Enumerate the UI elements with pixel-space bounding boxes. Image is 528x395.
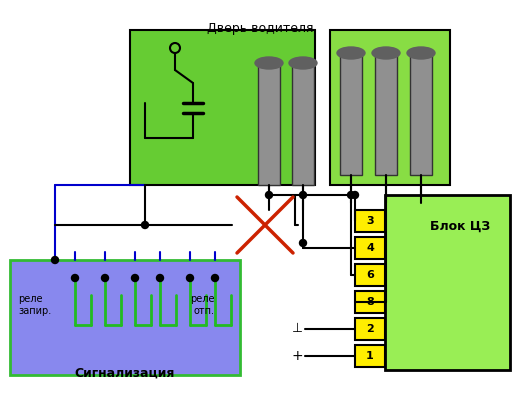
Bar <box>355 237 385 259</box>
Text: ⊥: ⊥ <box>291 322 303 335</box>
Ellipse shape <box>255 57 283 69</box>
Circle shape <box>299 239 306 246</box>
Circle shape <box>101 275 108 282</box>
Text: 6: 6 <box>366 270 374 280</box>
Circle shape <box>266 192 272 199</box>
Bar <box>385 195 510 370</box>
Ellipse shape <box>407 47 435 59</box>
Circle shape <box>156 275 164 282</box>
Bar <box>10 260 240 375</box>
Bar <box>330 30 450 185</box>
Bar <box>355 291 385 313</box>
Circle shape <box>352 192 359 199</box>
Bar <box>130 30 315 185</box>
Bar <box>340 55 362 175</box>
Text: реле
запир.: реле запир. <box>18 294 51 316</box>
Bar <box>355 264 385 286</box>
Bar <box>292 65 314 185</box>
Text: 8: 8 <box>366 297 374 307</box>
Circle shape <box>142 222 148 228</box>
Text: 2: 2 <box>366 324 374 334</box>
Circle shape <box>52 256 59 263</box>
Text: 3: 3 <box>366 216 374 226</box>
Ellipse shape <box>337 47 365 59</box>
Bar <box>355 210 385 232</box>
Text: +: + <box>291 349 303 363</box>
Bar <box>355 345 385 367</box>
Bar <box>258 65 280 185</box>
Circle shape <box>71 275 79 282</box>
Text: 1: 1 <box>366 351 374 361</box>
Text: Сигнализация: Сигнализация <box>75 367 175 380</box>
Circle shape <box>299 192 306 199</box>
Circle shape <box>212 275 219 282</box>
Bar <box>410 55 432 175</box>
Text: Блок ЦЗ: Блок ЦЗ <box>430 220 491 233</box>
Text: Дверь водителя: Дверь водителя <box>207 22 313 35</box>
Circle shape <box>347 192 354 199</box>
Ellipse shape <box>372 47 400 59</box>
Bar <box>375 55 397 175</box>
Circle shape <box>186 275 193 282</box>
Text: 4: 4 <box>366 243 374 253</box>
Bar <box>355 318 385 340</box>
Circle shape <box>131 275 138 282</box>
Ellipse shape <box>289 57 317 69</box>
Text: реле
отп.: реле отп. <box>191 294 215 316</box>
